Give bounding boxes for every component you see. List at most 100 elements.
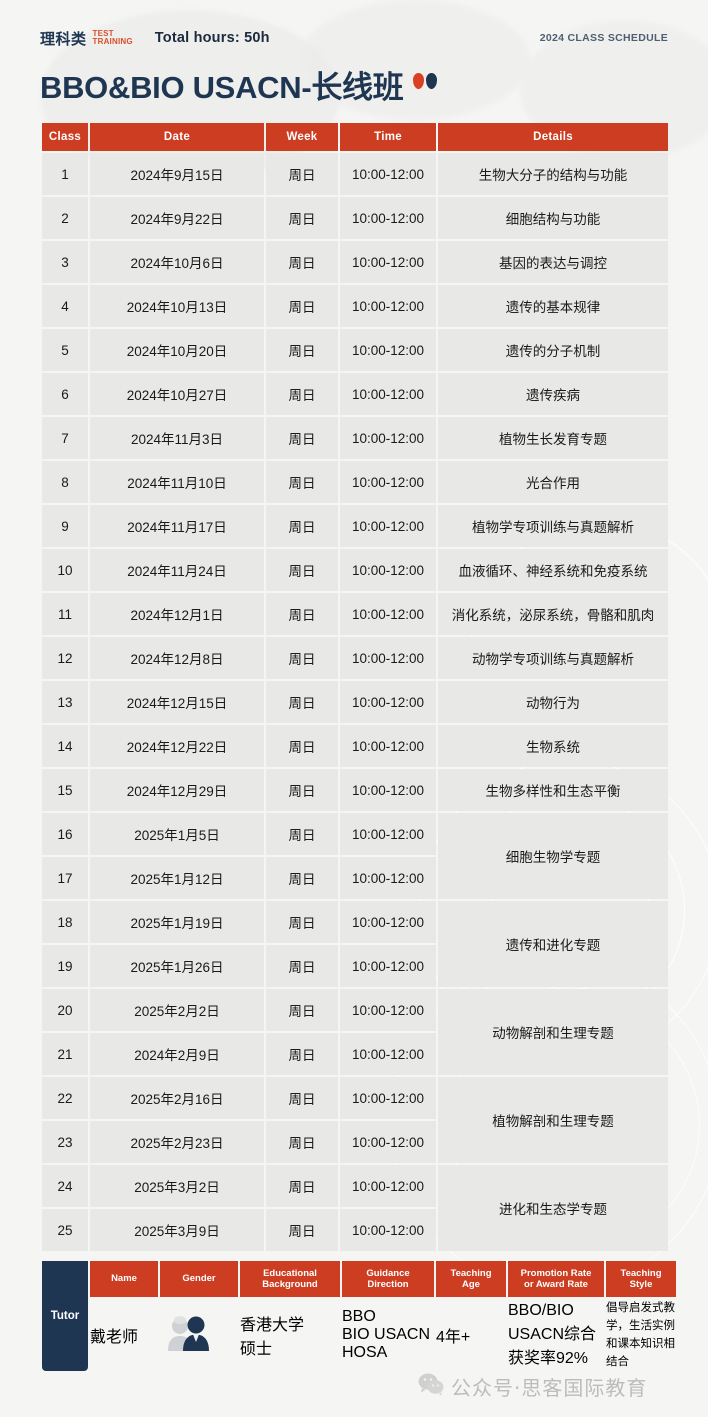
brand-label-en: TEST TRAINING	[93, 29, 133, 47]
details-cell: 植物生长发育专题	[438, 417, 668, 459]
table-row: 22 2025年2月16日 周日 10:00-12:00 植物解剖和生理专题	[42, 1077, 668, 1163]
class-number-cell: 1	[42, 153, 88, 195]
time-cell: 10:00-12:00	[340, 681, 436, 723]
date-cell: 2024年12月29日	[90, 769, 264, 811]
table-row: 25 2025年3月9日 周日 10:00-12:00	[42, 1209, 668, 1251]
tutor-rate-cell: BBO/BIO USACN综合 获奖率92%	[508, 1299, 604, 1371]
tutor-style-line1: 倡导启发式教	[606, 1302, 675, 1314]
time-cell: 10:00-12:00	[340, 1033, 436, 1075]
date-cell: 2025年2月16日	[90, 1077, 264, 1119]
details-cell: 遗传和进化专题	[438, 901, 668, 987]
date-cell: 2025年1月12日	[90, 857, 264, 899]
table-row: 9 2024年11月17日 周日 10:00-12:00 植物学专项训练与真题解析	[42, 505, 668, 547]
time-cell: 10:00-12:00	[340, 725, 436, 767]
watermark-text: 公众号·思客国际教育	[451, 1376, 648, 1400]
class-number-cell: 11	[42, 593, 88, 635]
week-cell: 周日	[266, 549, 338, 591]
tutor-column-header-age-line1: Teaching	[450, 1267, 492, 1279]
class-number-cell: 7	[42, 417, 88, 459]
details-cell: 光合作用	[438, 461, 668, 503]
class-number-cell: 3	[42, 241, 88, 283]
date-cell: 2024年9月22日	[90, 197, 264, 239]
details-cell: 动物行为	[438, 681, 668, 723]
class-number-cell: 12	[42, 637, 88, 679]
details-cell: 生物多样性和生态平衡	[438, 769, 668, 811]
details-cell: 生物系统	[438, 725, 668, 767]
details-cell: 消化系统，泌尿系统，骨骼和肌肉	[438, 593, 668, 635]
date-cell: 2025年1月5日	[90, 813, 264, 855]
time-cell: 10:00-12:00	[340, 461, 436, 503]
wechat-icon	[418, 1373, 444, 1400]
tutor-table-container: Tutor Name Gender Educational Background…	[40, 1259, 676, 1373]
class-number-cell: 17	[42, 857, 88, 899]
class-number-cell: 19	[42, 945, 88, 987]
tutor-column-header-rate-line1: Promotion Rate	[520, 1267, 592, 1279]
date-cell: 2024年10月27日	[90, 373, 264, 415]
class-number-cell: 24	[42, 1165, 88, 1207]
week-cell: 周日	[266, 1033, 338, 1075]
class-number-cell: 14	[42, 725, 88, 767]
tutor-table-head: Tutor Name Gender Educational Background…	[42, 1261, 676, 1371]
week-cell: 周日	[266, 329, 338, 371]
table-row: 14 2024年12月22日 周日 10:00-12:00 生物系统	[42, 725, 668, 767]
tutor-direction-cell: BBO BIO USACN HOSA	[342, 1299, 434, 1371]
tutor-teaching-age-cell: 4年+	[436, 1329, 471, 1346]
week-cell: 周日	[266, 285, 338, 327]
week-cell: 周日	[266, 1209, 338, 1251]
details-cell: 遗传的基本规律	[438, 285, 668, 327]
week-cell: 周日	[266, 197, 338, 239]
date-cell: 2024年11月10日	[90, 461, 264, 503]
table-row: 5 2024年10月20日 周日 10:00-12:00 遗传的分子机制	[42, 329, 668, 371]
details-cell: 基因的表达与调控	[438, 241, 668, 283]
details-cell: 植物学专项训练与真题解析	[438, 505, 668, 547]
class-number-cell: 9	[42, 505, 88, 547]
table-row: 8 2024年11月10日 周日 10:00-12:00 光合作用	[42, 461, 668, 503]
time-cell: 10:00-12:00	[340, 593, 436, 635]
class-number-cell: 22	[42, 1077, 88, 1119]
time-cell: 10:00-12:00	[340, 241, 436, 283]
tutor-column-header-direction-line1: Guidance	[366, 1267, 410, 1279]
tutor-column-header-direction: Guidance Direction	[342, 1261, 434, 1297]
tutor-rate-line2: USACN综合	[508, 1326, 597, 1343]
tutor-column-header-style-line2: Style	[629, 1279, 653, 1290]
tutor-column-header-education-line2: Background	[262, 1279, 318, 1290]
time-cell: 10:00-12:00	[340, 901, 436, 943]
time-cell: 10:00-12:00	[340, 769, 436, 811]
column-header-week: Week	[266, 123, 338, 151]
time-cell: 10:00-12:00	[340, 1077, 436, 1119]
week-cell: 周日	[266, 769, 338, 811]
time-cell: 10:00-12:00	[340, 285, 436, 327]
watermark: 公众号·思客国际教育	[418, 1372, 647, 1401]
tutor-header-row: Tutor Name Gender Educational Background…	[42, 1261, 676, 1371]
details-cell: 血液循环、神经系统和免疫系统	[438, 549, 668, 591]
tutor-data-row: 戴老师	[42, 1299, 676, 1371]
date-cell: 2024年10月13日	[90, 285, 264, 327]
class-number-cell: 6	[42, 373, 88, 415]
class-number-cell: 10	[42, 549, 88, 591]
date-cell: 2024年9月15日	[90, 153, 264, 195]
time-cell: 10:00-12:00	[340, 197, 436, 239]
table-row: 7 2024年11月3日 周日 10:00-12:00 植物生长发育专题	[42, 417, 668, 459]
tutor-column-header-name: Name	[90, 1261, 158, 1297]
week-cell: 周日	[266, 1165, 338, 1207]
week-cell: 周日	[266, 373, 338, 415]
schedule-header-row: Class Date Week Time Details	[42, 123, 668, 151]
time-cell: 10:00-12:00	[340, 329, 436, 371]
table-row: 12 2024年12月8日 周日 10:00-12:00 动物学专项训练与真题解析	[42, 637, 668, 679]
date-cell: 2025年2月2日	[90, 989, 264, 1031]
total-hours-label: Total hours: 50h	[154, 30, 270, 46]
class-number-cell: 18	[42, 901, 88, 943]
time-cell: 10:00-12:00	[340, 813, 436, 855]
schedule-year-tag: 2024 CLASS SCHEDULE	[539, 32, 668, 44]
tutor-rate-line1: BBO/BIO	[508, 1302, 574, 1319]
schedule-table-body: 1 2024年9月15日 周日 10:00-12:00 生物大分子的结构与功能 2 2024…	[42, 153, 668, 1251]
tutor-education-line1: 香港大学	[240, 1317, 305, 1334]
time-cell: 10:00-12:00	[340, 989, 436, 1031]
page-title: BBO&BIO USACN-长线班	[40, 70, 404, 105]
week-cell: 周日	[266, 417, 338, 459]
date-cell: 2025年1月19日	[90, 901, 264, 943]
tutor-rate-line3: 获奖率92%	[508, 1350, 589, 1367]
class-number-cell: 2	[42, 197, 88, 239]
table-row: 20 2025年2月2日 周日 10:00-12:00 动物解剖和生理专题	[42, 989, 668, 1075]
week-cell: 周日	[266, 153, 338, 195]
